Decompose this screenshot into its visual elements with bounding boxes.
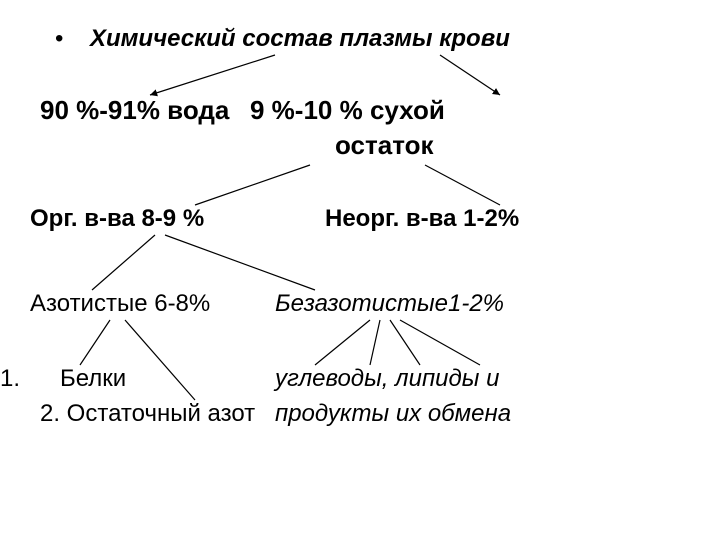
node-products: продукты их обмена bbox=[275, 400, 511, 428]
slide-root: • Химический состав плазмы крови 90 %-91… bbox=[0, 0, 720, 540]
node-water: 90 %-91% вода bbox=[40, 95, 229, 126]
bullet-dot: • bbox=[55, 25, 63, 53]
node-nitro: Азотистые 6-8% bbox=[30, 290, 210, 318]
node-inorg: Неорг. в-ва 1-2% bbox=[325, 205, 519, 233]
edges-layer bbox=[0, 0, 720, 540]
node-carbs: углеводы, липиды и bbox=[275, 365, 499, 393]
node-title: Химический состав плазмы крови bbox=[90, 25, 510, 53]
node-nonnitro: Безазотистые1-2% bbox=[275, 290, 504, 318]
node-dry2: остаток bbox=[335, 130, 433, 161]
node-listnum: 1. bbox=[0, 365, 20, 393]
node-residualN: 2. Остаточный азот bbox=[40, 400, 255, 428]
node-proteins: Белки bbox=[60, 365, 126, 393]
node-dry: 9 %-10 % сухой bbox=[250, 95, 445, 126]
node-org: Орг. в-ва 8-9 % bbox=[30, 205, 204, 233]
